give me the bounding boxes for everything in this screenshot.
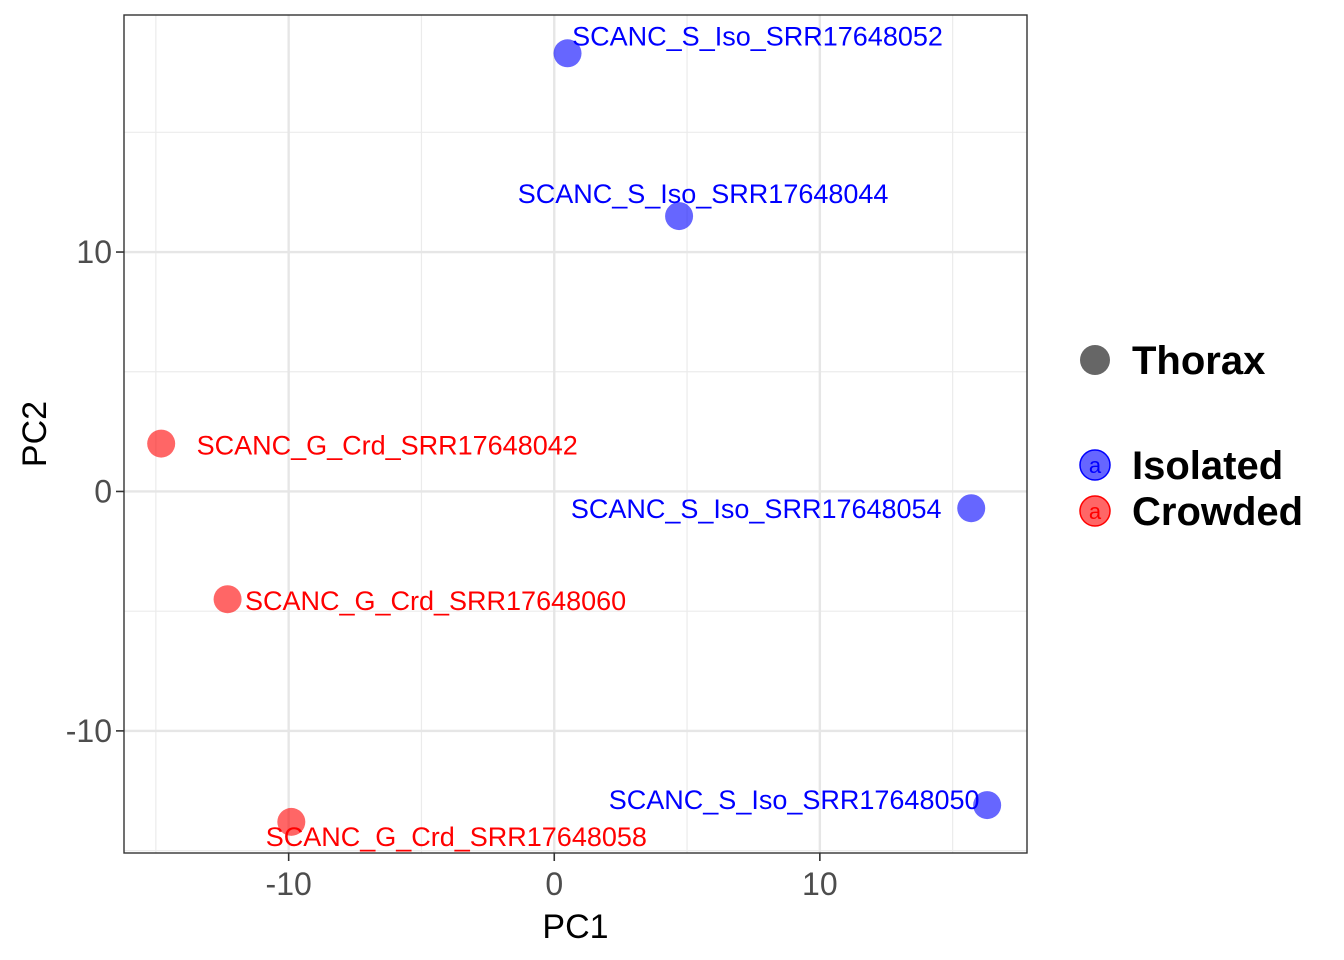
legend-key-color bbox=[1079, 495, 1111, 527]
legend-key-glyph: a bbox=[1089, 499, 1102, 524]
axes: -10 0 10 -10 0 10 bbox=[66, 234, 838, 902]
legend-label: Thorax bbox=[1132, 339, 1265, 383]
point-label: SCANC_G_Crd_SRR17648042 bbox=[197, 431, 578, 461]
point-label: SCANC_S_Iso_SRR17648052 bbox=[572, 21, 943, 51]
legend-key-color bbox=[1079, 449, 1111, 481]
data-point-isolated bbox=[665, 202, 694, 231]
data-point-crowded bbox=[213, 585, 242, 614]
point-label: SCANC_G_Crd_SRR17648060 bbox=[245, 586, 626, 616]
y-tick-label: 0 bbox=[94, 473, 112, 509]
x-axis-title: PC1 bbox=[542, 908, 608, 946]
plot-panel-border bbox=[123, 14, 1028, 854]
legend-key-shape bbox=[1080, 345, 1110, 375]
grid-lines bbox=[124, 15, 1027, 853]
legend-label: Isolated bbox=[1132, 444, 1283, 488]
point-label: SCANC_S_Iso_SRR17648044 bbox=[518, 179, 889, 209]
x-tick-label: 0 bbox=[545, 866, 563, 902]
data-points bbox=[147, 39, 1002, 836]
legend-key-glyph: a bbox=[1089, 453, 1102, 478]
data-point-crowded bbox=[147, 429, 176, 458]
data-point-isolated bbox=[957, 494, 986, 523]
legend: Thorax a Isolated a Crowded bbox=[1079, 339, 1303, 534]
y-tick-label: -10 bbox=[66, 713, 112, 749]
data-point-isolated bbox=[973, 791, 1002, 820]
point-label: SCANC_G_Crd_SRR17648058 bbox=[266, 822, 647, 852]
data-point-crowded bbox=[277, 807, 306, 836]
y-tick-label: 10 bbox=[76, 234, 112, 270]
point-labels: SCANC_S_Iso_SRR17648052 SCANC_S_Iso_SRR17… bbox=[197, 21, 980, 852]
y-axis-title: PC2 bbox=[16, 401, 54, 467]
legend-label: Crowded bbox=[1132, 490, 1303, 534]
point-label: SCANC_S_Iso_SRR17648050 bbox=[609, 785, 980, 815]
x-tick-label: -10 bbox=[266, 866, 312, 902]
x-tick-label: 10 bbox=[802, 866, 838, 902]
data-point-isolated bbox=[553, 39, 582, 68]
point-label: SCANC_S_Iso_SRR17648054 bbox=[571, 494, 942, 524]
